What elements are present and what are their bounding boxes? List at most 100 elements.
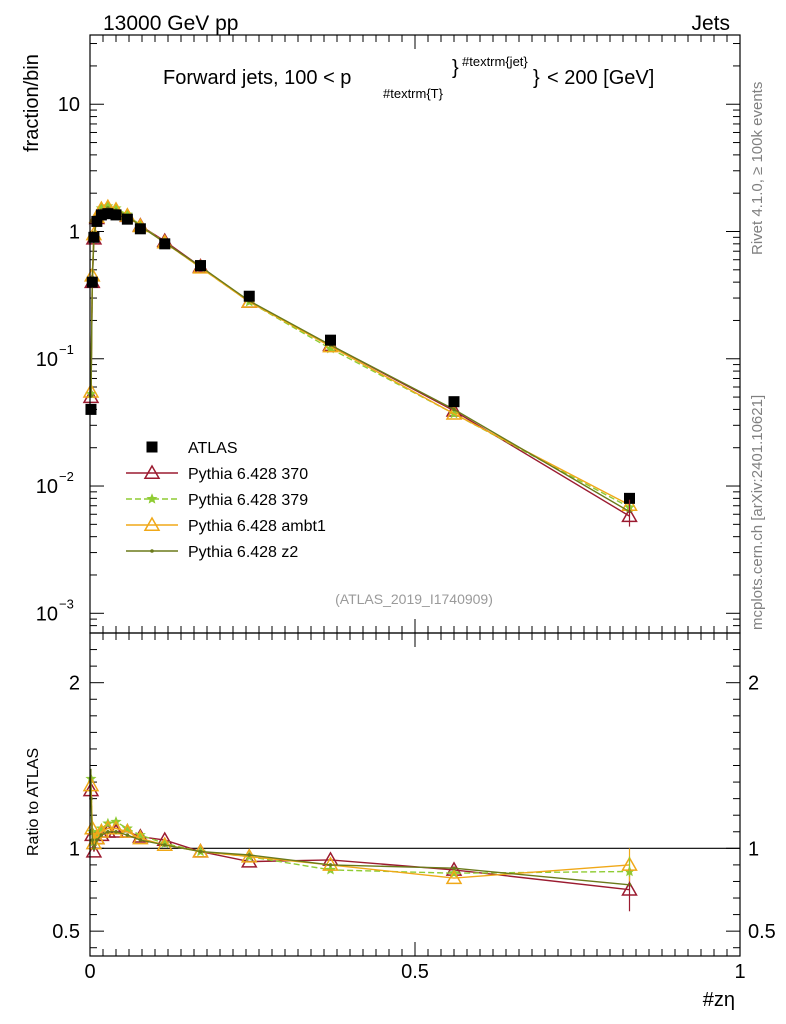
- title-sup: #textrm{jet}: [462, 54, 528, 69]
- title-sub: #textrm{T}: [383, 86, 444, 101]
- y-tick-label-exp: −3: [59, 596, 74, 611]
- ratio-axis-ticks: 0.5 0.51 12 20 0.5 1: [52, 633, 776, 983]
- main-title: Forward jets, 100 < p #textrm{T} } #text…: [163, 54, 654, 101]
- ratio-point-p370: [240, 853, 258, 868]
- y-tick-label-exp: −1: [59, 342, 74, 357]
- y-tick-label: 1: [69, 222, 80, 244]
- ratio-panel-frame: [89, 632, 741, 957]
- main-y-axis-label: fraction/bin: [21, 54, 43, 152]
- ratio-point-ambt1: [93, 823, 110, 838]
- ratio-point-z2: [106, 829, 110, 834]
- legend-marker: [146, 493, 158, 504]
- main-point-atlas: [624, 492, 635, 504]
- ratio-plot-marks: [82, 768, 638, 912]
- main-point-atlas: [110, 209, 122, 221]
- ratio-line-p379: [90, 778, 630, 874]
- x-axis-label: #zη: [703, 989, 735, 1011]
- ratio-point-z2: [198, 849, 203, 854]
- y-tick-label-base: 10: [36, 349, 58, 371]
- ratio-point-ambt1: [107, 819, 125, 835]
- mcplots-label: mcplots.cern.ch [arXiv:2401.10621]: [749, 395, 766, 630]
- ratio-point-ambt1: [132, 829, 149, 845]
- y-tick-label-value: 10: [58, 94, 80, 116]
- rivet-label: Rivet 4.1.0, ≥ 100k events: [749, 82, 766, 255]
- main-point-atlas: [243, 290, 255, 302]
- x-tick-label: 0.5: [401, 961, 429, 983]
- main-series-atlas: [85, 208, 635, 504]
- ratio-y-tick-label: 1: [69, 838, 80, 860]
- ratio-point-z2: [99, 833, 104, 837]
- legend: ATLAS Pythia 6.428 370 Pythia 6.428 379 Pyt…: [126, 440, 326, 561]
- x-tick-label: 1: [734, 961, 745, 983]
- legend-label: Pythia 6.428 379: [188, 492, 308, 509]
- y-tick-label-base: 10: [36, 603, 58, 625]
- ratio-point-z2: [452, 866, 456, 871]
- y-tick-label-base: 10: [36, 476, 58, 498]
- y-tick-label: 10 −3: [36, 596, 74, 625]
- ratio-point-z2: [328, 863, 333, 867]
- title-brace-close: }: [533, 67, 540, 89]
- main-point-atlas: [325, 334, 336, 346]
- legend-marker: [143, 464, 161, 479]
- ratio-y-tick-label-right: 2: [748, 673, 759, 695]
- main-line-p379: [90, 205, 630, 508]
- y-tick-label-exp: −2: [59, 469, 74, 484]
- legend-label: Pythia 6.428 ambt1: [188, 518, 326, 535]
- main-series-z2: [89, 206, 632, 514]
- analysis-watermark: (ATLAS_2019_I1740909): [335, 591, 493, 607]
- main-point-p370: [82, 388, 100, 404]
- ratio-y-tick-label-right: 1: [748, 838, 759, 860]
- legend-marker: [146, 441, 158, 453]
- title-right: < 200 [GeV]: [547, 67, 654, 89]
- main-point-atlas: [95, 209, 107, 221]
- main-point-z2: [452, 407, 456, 412]
- main-point-atlas: [86, 276, 98, 288]
- legend-entry-p379: Pythia 6.428 379: [126, 492, 308, 509]
- main-point-atlas: [88, 231, 100, 243]
- ratio-point-z2: [90, 838, 95, 842]
- ratio-series-ambt1: [82, 776, 638, 885]
- y-tick-label: 10 −2: [36, 469, 74, 498]
- main-point-atlas: [85, 403, 97, 415]
- ratio-point-ambt1: [445, 869, 463, 885]
- main-point-atlas: [91, 215, 103, 227]
- main-point-atlas: [448, 396, 460, 408]
- legend-label: Pythia 6.428 370: [188, 466, 308, 483]
- title-brace-open: }: [452, 57, 459, 79]
- ratio-line-p370: [90, 790, 630, 891]
- ratio-point-p379: [448, 867, 460, 878]
- main-plot-marks: [82, 198, 638, 527]
- legend-entry-z2: Pythia 6.428 z2: [126, 544, 298, 561]
- ratio-point-z2: [114, 829, 118, 834]
- legend-label: ATLAS: [188, 440, 238, 457]
- ratio-y-tick-label: 2: [69, 673, 80, 695]
- main-point-atlas: [102, 208, 114, 220]
- legend-marker: [143, 516, 161, 531]
- main-point-atlas: [195, 260, 206, 272]
- ratio-point-z2: [162, 843, 167, 847]
- ratio-point-z2: [138, 838, 143, 842]
- main-point-ambt1: [445, 405, 463, 420]
- legend-entry-p370: Pythia 6.428 370: [126, 464, 308, 483]
- y-tick-label: 10: [58, 94, 80, 116]
- main-line-z2: [90, 207, 630, 513]
- title-left: Forward jets, 100 < p: [163, 67, 351, 89]
- ratio-y-tick-label-right: 0.5: [748, 921, 776, 943]
- y-tick-label-value: 1: [69, 222, 80, 244]
- ratio-point-ambt1: [99, 819, 117, 835]
- main-point-atlas: [134, 223, 146, 235]
- ratio-point-z2: [92, 846, 96, 851]
- y-tick-label: 10 −1: [36, 342, 74, 371]
- legend-label: Pythia 6.428 z2: [188, 544, 298, 561]
- legend-entry-ambt1: Pythia 6.428 ambt1: [126, 516, 326, 535]
- energy-label: 13000 GeV pp: [103, 12, 238, 35]
- main-line-ambt1: [90, 206, 630, 506]
- legend-entry-atlas: ATLAS: [146, 440, 238, 457]
- ratio-series-z2: [89, 796, 632, 887]
- ratio-point-z2: [125, 833, 130, 837]
- x-tick-label: 0: [84, 961, 95, 983]
- ratio-point-z2: [247, 853, 252, 857]
- ratio-point-z2: [95, 838, 99, 842]
